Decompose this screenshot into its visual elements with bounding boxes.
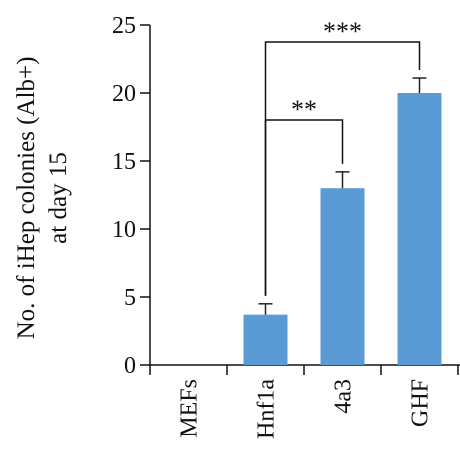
x-axis: MEFs Hnf1a 4a3 GHF	[149, 364, 460, 439]
x-tick-label: MEFs	[177, 379, 203, 438]
bar	[397, 93, 442, 365]
bar	[320, 188, 365, 365]
significance-brackets: *****	[264, 17, 421, 296]
y-tick-label: 5	[124, 285, 136, 311]
significance-bracket	[264, 41, 421, 296]
y-tick-label: 0	[124, 353, 136, 379]
y-tick-label: 20	[112, 81, 136, 107]
x-tick-label: Hnf1a	[254, 379, 280, 439]
bar	[243, 314, 288, 365]
x-tick-label: GHF	[408, 379, 434, 427]
y-tick-label: 25	[112, 13, 136, 39]
x-tick-label: 4a3	[331, 379, 357, 414]
y-axis: 0 5 10 15 20 25	[112, 13, 151, 379]
y-axis-title-line-1: No. of iHep colonies (Alb+)	[13, 57, 40, 340]
significance-label: ***	[323, 17, 362, 46]
significance-label: **	[291, 95, 317, 124]
y-tick-label: 15	[112, 149, 136, 175]
y-axis-title: No. of iHep colonies (Alb+) at day 15	[13, 57, 72, 340]
bars	[243, 77, 442, 365]
y-tick-label: 10	[112, 217, 136, 243]
y-axis-title-line-2: at day 15	[45, 152, 72, 244]
